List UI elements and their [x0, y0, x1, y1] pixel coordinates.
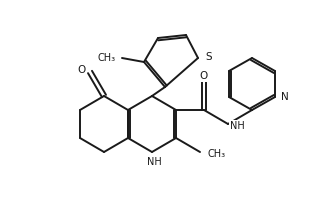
Text: S: S	[205, 52, 212, 62]
Text: N: N	[281, 92, 289, 102]
Text: NH: NH	[230, 121, 245, 131]
Text: O: O	[200, 71, 208, 81]
Text: NH: NH	[147, 157, 161, 167]
Text: O: O	[78, 65, 86, 75]
Text: CH₃: CH₃	[98, 53, 116, 63]
Text: CH₃: CH₃	[208, 149, 226, 159]
